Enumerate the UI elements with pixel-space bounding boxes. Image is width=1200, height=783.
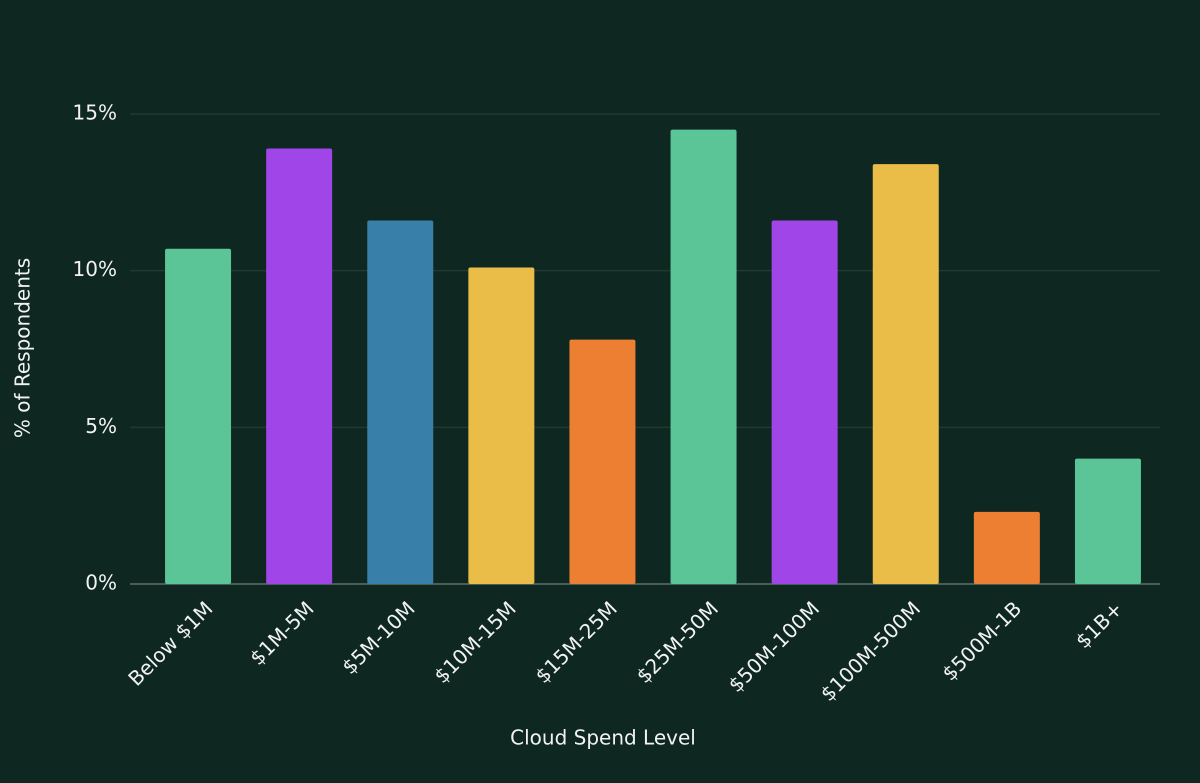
y-tick-label: 5% <box>85 414 117 438</box>
bar <box>973 511 1040 584</box>
bar <box>771 220 838 585</box>
y-axis-title: % of Respondents <box>11 258 35 438</box>
bar <box>266 148 333 584</box>
bar <box>367 220 434 585</box>
bar <box>569 339 636 584</box>
y-tick-label: 0% <box>85 571 117 595</box>
x-axis-title: Cloud Spend Level <box>510 726 696 750</box>
bar <box>468 267 535 584</box>
y-tick-label: 15% <box>73 101 117 125</box>
bar <box>872 164 939 584</box>
bar <box>1074 458 1141 584</box>
bar <box>165 248 232 584</box>
bar <box>670 129 737 584</box>
y-tick-label: 10% <box>73 257 117 281</box>
